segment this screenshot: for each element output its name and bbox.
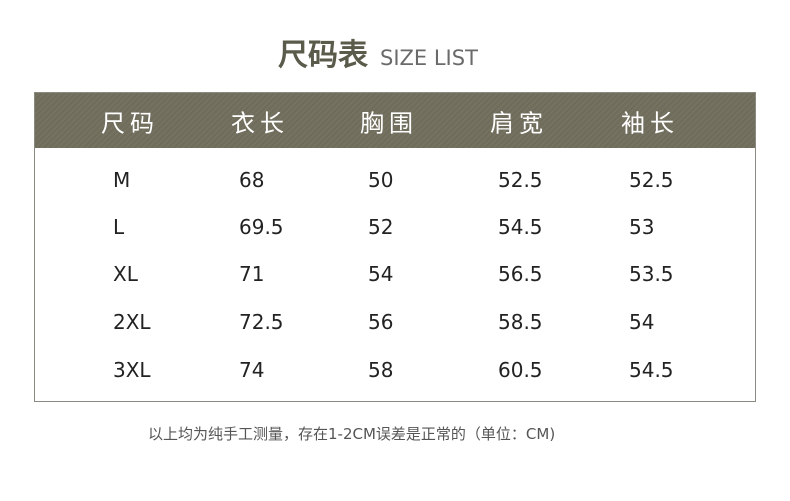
table-cell: M: [113, 168, 131, 192]
table-cell: 69.5: [239, 215, 284, 239]
title-cn: 尺码表: [278, 38, 368, 73]
table-cell: 72.5: [239, 310, 284, 334]
table-cell: 54.5: [629, 358, 674, 382]
table-cell: 52.5: [629, 168, 674, 192]
table-cell: 74: [239, 358, 265, 382]
table-cell: 71: [239, 262, 265, 286]
table-cell: 58.5: [498, 310, 543, 334]
table-cell: 2XL: [113, 310, 151, 334]
table-cell: 52.5: [498, 168, 543, 192]
column-header: 袖长: [621, 109, 679, 138]
table-cell: 60.5: [498, 358, 543, 382]
column-header: 肩宽: [490, 109, 548, 138]
table-cell: L: [113, 215, 125, 239]
table-header: [35, 93, 755, 148]
table-cell: 54: [629, 310, 655, 334]
table-cell: 53: [629, 215, 655, 239]
table-cell: 50: [368, 168, 394, 192]
title-en: SIZE LIST: [380, 46, 478, 70]
page-title: 尺码表 SIZE LIST: [278, 30, 478, 74]
table-cell: 56.5: [498, 262, 543, 286]
size-table: 尺码 衣长 胸围 肩宽 袖长 M 68 50 52.5 52.5 L 69.5 52 54.5 53 XL 71…: [34, 92, 756, 402]
table-cell: 68: [239, 168, 265, 192]
table-cell: 54: [368, 262, 394, 286]
table-cell: 53.5: [629, 262, 674, 286]
measurement-note: 以上均为纯手工测量，存在1-2CM误差是正常的（单位：CM): [148, 425, 556, 443]
table-cell: 3XL: [113, 358, 151, 382]
column-header: 衣长: [231, 109, 289, 138]
column-header: 胸围: [360, 109, 418, 138]
table-cell: XL: [113, 262, 138, 286]
table-cell: 52: [368, 215, 394, 239]
table-cell: 56: [368, 310, 394, 334]
column-header: 尺码: [101, 109, 159, 138]
table-cell: 58: [368, 358, 394, 382]
table-cell: 54.5: [498, 215, 543, 239]
